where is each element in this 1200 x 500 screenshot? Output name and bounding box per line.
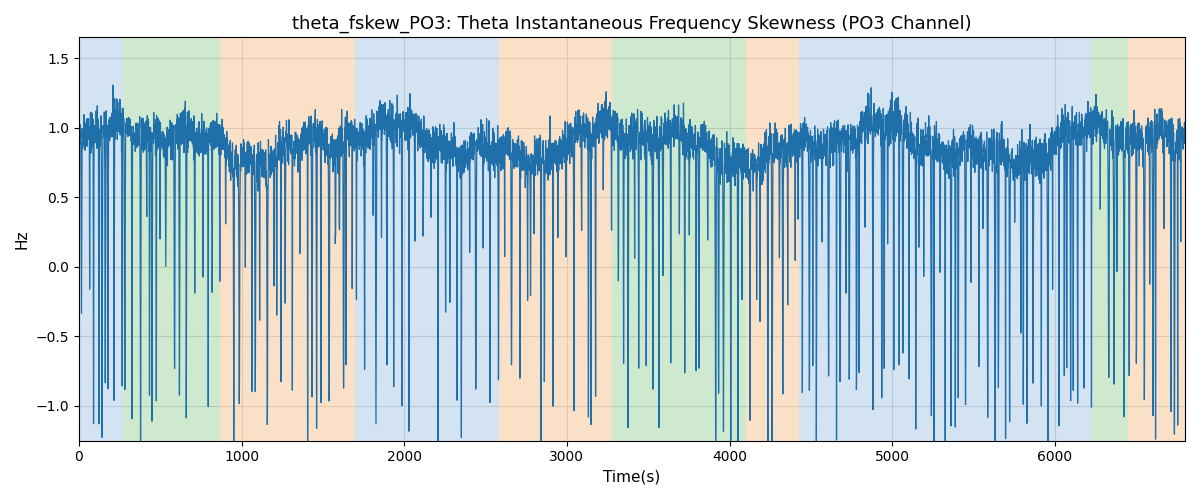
- Bar: [746, 38, 799, 440]
- Bar: [612, 38, 746, 440]
- Bar: [498, 38, 612, 440]
- Bar: [1092, 38, 1128, 440]
- Bar: [221, 38, 355, 440]
- X-axis label: Time(s): Time(s): [604, 470, 660, 485]
- Title: theta_fskew_PO3: Theta Instantaneous Frequency Skewness (PO3 Channel): theta_fskew_PO3: Theta Instantaneous Fre…: [292, 15, 972, 34]
- Bar: [122, 38, 221, 440]
- Bar: [1128, 38, 1184, 440]
- Y-axis label: Hz: Hz: [14, 230, 30, 249]
- Bar: [799, 38, 1092, 440]
- Bar: [355, 38, 498, 440]
- Bar: [79, 38, 122, 440]
